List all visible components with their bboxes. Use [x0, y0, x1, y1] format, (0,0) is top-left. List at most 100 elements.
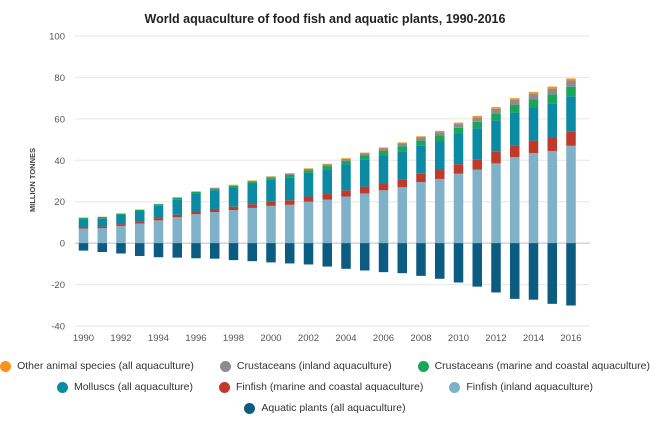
bar-segment-negative — [360, 243, 370, 271]
bar-segment — [172, 214, 182, 218]
bar-segment-negative — [566, 243, 576, 306]
bar-segment — [547, 103, 557, 138]
x-axis-ticks: 1990 1992 1994 1996 1998 2000 2002 2004 2006 2008… — [73, 333, 582, 344]
bar-segment-negative — [416, 243, 426, 276]
legend-row: Molluscs (all aquaculture) Finfish (marin… — [0, 381, 650, 393]
bar-segment — [322, 169, 332, 195]
y-tick-label: 40 — [54, 156, 65, 167]
bar-segment — [153, 205, 164, 219]
legend-label: Finfish (inland aquaculture) — [466, 381, 594, 393]
y-tick-label: -40 — [51, 322, 65, 333]
bar-segment — [303, 170, 314, 173]
bar-segment-negative — [547, 243, 557, 304]
bar-segment — [360, 152, 370, 154]
bar-segment — [97, 228, 107, 244]
bar-segment — [322, 164, 332, 167]
x-tick-label: 1992 — [110, 333, 131, 344]
bar-segment — [566, 86, 576, 97]
bar-segment — [510, 157, 520, 244]
bar-segment-negative — [510, 243, 520, 299]
bar-segment — [547, 137, 557, 151]
bar-segment — [172, 217, 182, 244]
bar-segment — [97, 226, 107, 229]
x-tick-label: 1998 — [223, 333, 244, 344]
bar-segment-negative — [397, 243, 407, 274]
bar-segment — [547, 94, 557, 104]
bar-segment — [247, 207, 257, 244]
bar-segment-negative — [378, 243, 389, 273]
bar-segment — [322, 166, 332, 170]
bar-segment — [153, 204, 164, 206]
bar-segment — [491, 113, 501, 121]
bar-segment — [78, 226, 89, 229]
bar-segment-negative — [247, 243, 257, 262]
bar-segment-negative — [153, 243, 164, 258]
bar-segment — [472, 117, 482, 122]
bar-segment — [247, 180, 257, 182]
bar-segment — [453, 127, 464, 134]
bar-segment — [528, 99, 539, 108]
bar-segment — [116, 214, 126, 225]
bar-segment — [491, 108, 501, 114]
bar-segment — [472, 169, 482, 244]
bar-segment — [416, 136, 426, 138]
bar-segment — [360, 159, 370, 187]
x-tick-label: 2004 — [335, 333, 356, 344]
bar-segment-negative — [322, 243, 332, 267]
bar-segment — [472, 115, 482, 118]
bar-segment — [285, 174, 295, 178]
bar-segment — [210, 208, 220, 213]
bar-segment — [285, 177, 295, 201]
bar-segment — [191, 193, 201, 212]
legend-swatch — [244, 402, 256, 414]
bar-segment — [228, 210, 239, 244]
bar-segment — [528, 140, 539, 154]
x-tick-label: 1996 — [185, 333, 206, 344]
chart-title: World aquaculture of food fish and aquat… — [144, 12, 506, 26]
x-tick-label: 2012 — [485, 333, 506, 344]
x-tick-label: 1994 — [148, 333, 169, 344]
bar-segment — [247, 183, 257, 205]
bar-segment — [528, 93, 539, 100]
bar-segment — [510, 145, 520, 158]
bar-segment-negative — [172, 243, 182, 258]
bar-segment — [303, 201, 314, 244]
bar-segment-negative — [341, 243, 351, 269]
bar-segment — [360, 155, 370, 160]
bar-segment — [228, 185, 239, 188]
bar-segment — [135, 209, 145, 212]
bar-segment — [360, 153, 370, 156]
legend-item: Finfish (inland aquaculture) — [449, 381, 593, 393]
bar-segment — [285, 200, 295, 205]
bar-segment — [566, 145, 576, 244]
bar-segment — [566, 131, 576, 146]
bar-segment — [341, 158, 351, 160]
x-tick-label: 2002 — [298, 333, 319, 344]
x-tick-label: 1990 — [73, 333, 94, 344]
bar-segment — [172, 199, 182, 215]
bar-segment — [210, 190, 220, 209]
bar-segment — [341, 159, 351, 161]
bar-segment — [378, 147, 389, 149]
bar-segment — [397, 179, 407, 188]
y-tick-label: 20 — [54, 197, 65, 208]
bar-segment — [528, 91, 539, 94]
bar-segment — [116, 213, 126, 215]
y-tick-label: 60 — [54, 114, 65, 125]
bar-segment — [510, 104, 520, 113]
bar-segment — [472, 128, 482, 160]
bar-segment — [472, 159, 482, 170]
bar-segment — [97, 218, 107, 227]
bar-segment — [228, 187, 239, 207]
bar-segment — [360, 186, 370, 194]
bar-segment — [397, 146, 407, 152]
x-tick-label: 2000 — [260, 333, 281, 344]
bar-segment — [172, 197, 182, 200]
bar-segment — [341, 164, 351, 191]
legend-swatch — [219, 381, 231, 393]
bar-segment — [285, 173, 295, 174]
bar-segment — [435, 132, 445, 136]
bar-segment — [360, 193, 370, 244]
bar-segment — [210, 188, 220, 189]
bar-segment — [397, 151, 407, 180]
